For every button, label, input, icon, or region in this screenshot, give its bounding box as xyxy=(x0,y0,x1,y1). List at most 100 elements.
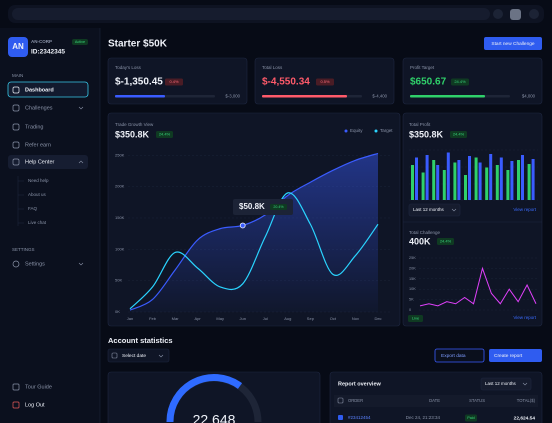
link[interactable]: View report xyxy=(513,207,536,212)
dropdown-text[interactable]: Last 12 months xyxy=(485,381,517,386)
change-text: 0.5% xyxy=(320,79,330,84)
bar xyxy=(474,157,478,200)
live-badge xyxy=(408,315,423,322)
nav-active[interactable] xyxy=(7,81,89,98)
submenu-item[interactable]: FAQ xyxy=(28,206,38,211)
change-badge xyxy=(451,78,469,86)
bar xyxy=(468,156,471,200)
x-tick-label: May xyxy=(216,316,224,321)
button-text[interactable]: Start new Challenge xyxy=(491,41,535,47)
nav-item[interactable]: Log Out xyxy=(25,402,45,408)
x-tick-label: Apr xyxy=(195,316,202,321)
search-bar[interactable] xyxy=(12,8,490,20)
link[interactable]: View report xyxy=(513,315,536,320)
button-text[interactable]: Create report xyxy=(494,353,523,359)
gauge-value: 22,648 xyxy=(193,412,236,423)
column-header: STATUS xyxy=(469,398,485,403)
x-tick-label: Aug xyxy=(284,316,291,321)
bar xyxy=(442,170,446,200)
series-line xyxy=(129,152,379,311)
nav-item[interactable]: Settings xyxy=(25,261,45,267)
checkbox[interactable] xyxy=(338,415,343,420)
y-tick-label: 100K xyxy=(115,246,125,251)
chevron xyxy=(78,262,84,266)
stat-card xyxy=(402,57,543,105)
bar xyxy=(464,175,467,200)
bar xyxy=(415,157,418,200)
top-icon[interactable] xyxy=(529,9,539,19)
nav-icon xyxy=(12,383,20,391)
order-total: 22,624.54 xyxy=(514,415,536,421)
change-badge xyxy=(450,131,467,138)
checkbox[interactable] xyxy=(337,397,344,404)
change-badge xyxy=(437,238,454,245)
account-id: ID:2342345 xyxy=(31,49,65,56)
nav-item[interactable]: Tour Guide xyxy=(25,384,52,390)
nav-item[interactable]: Help Center xyxy=(25,159,55,165)
submenu-item[interactable]: About us xyxy=(28,192,47,197)
bar xyxy=(453,162,457,200)
card-value: $-1,350.45 xyxy=(115,77,163,88)
dropdown-text[interactable]: Last 12 months xyxy=(413,207,445,212)
bar xyxy=(489,154,493,200)
dropdown-text[interactable]: Select date xyxy=(122,353,146,359)
top-icon[interactable] xyxy=(493,9,503,19)
top-icon[interactable] xyxy=(510,9,521,20)
legend-swatch xyxy=(374,129,378,133)
nav-item[interactable]: Challenges xyxy=(25,105,53,111)
nav-icon xyxy=(12,104,20,112)
submenu-item[interactable]: Live chat xyxy=(28,220,47,225)
y-tick-label: 200K xyxy=(115,184,125,189)
table-header xyxy=(334,395,538,407)
x-tick-label: Feb xyxy=(149,316,157,321)
card-limit: $-4,400 xyxy=(372,94,387,99)
dropdown[interactable] xyxy=(107,348,170,363)
change-badge xyxy=(316,78,334,86)
dropdown[interactable] xyxy=(480,377,532,391)
progress-fill xyxy=(262,95,347,98)
equity-area xyxy=(130,153,378,312)
primary-button[interactable] xyxy=(489,349,542,362)
dropdown[interactable] xyxy=(408,203,461,217)
avatar-text: AN xyxy=(12,42,24,51)
x-tick-label: Jan xyxy=(127,316,133,321)
x-tick-label: Mar xyxy=(172,316,180,321)
bar xyxy=(457,160,461,200)
change-text: 24.4% xyxy=(159,132,171,137)
card-label: Profit Target xyxy=(410,65,435,70)
nav-item[interactable]: Dashboard xyxy=(25,87,54,93)
bar xyxy=(411,165,414,200)
chevron xyxy=(78,160,84,164)
status-text: Active xyxy=(75,40,85,44)
nav-open[interactable] xyxy=(8,155,88,169)
primary-button[interactable] xyxy=(484,37,542,50)
legend-label: Target xyxy=(380,128,393,133)
nav-icon xyxy=(12,123,20,131)
card-label: Today's Loss xyxy=(115,65,142,70)
progress-fill xyxy=(115,95,165,98)
bar xyxy=(432,160,436,200)
nav-item[interactable]: Trading xyxy=(25,124,43,130)
button-text[interactable]: Export data xyxy=(441,353,466,359)
y-tick-label: 20K xyxy=(409,266,416,270)
series-line xyxy=(129,192,379,310)
bar xyxy=(499,157,503,200)
x-tick-label: Jul xyxy=(263,316,268,321)
chevron xyxy=(522,382,528,386)
outline-button[interactable] xyxy=(434,348,485,363)
column-header: DATE xyxy=(429,398,440,403)
chevron xyxy=(158,354,164,358)
chevron xyxy=(451,208,457,212)
chart-title: Total Challenge xyxy=(409,230,441,235)
y-tick-label: 50K xyxy=(115,278,122,283)
card-limit: $-3,000 xyxy=(225,94,240,99)
nav-item[interactable]: Refer earn xyxy=(25,142,51,148)
chart-title: Trade Growth View xyxy=(115,122,154,127)
x-tick-label: Dec xyxy=(374,316,381,321)
bar xyxy=(421,172,425,200)
submenu-item[interactable]: Need help xyxy=(28,178,49,183)
y-tick-label: 150K xyxy=(115,215,125,220)
live-text: Live xyxy=(412,316,420,321)
y-tick-label: 25K xyxy=(409,256,416,260)
change-badge xyxy=(165,78,183,86)
